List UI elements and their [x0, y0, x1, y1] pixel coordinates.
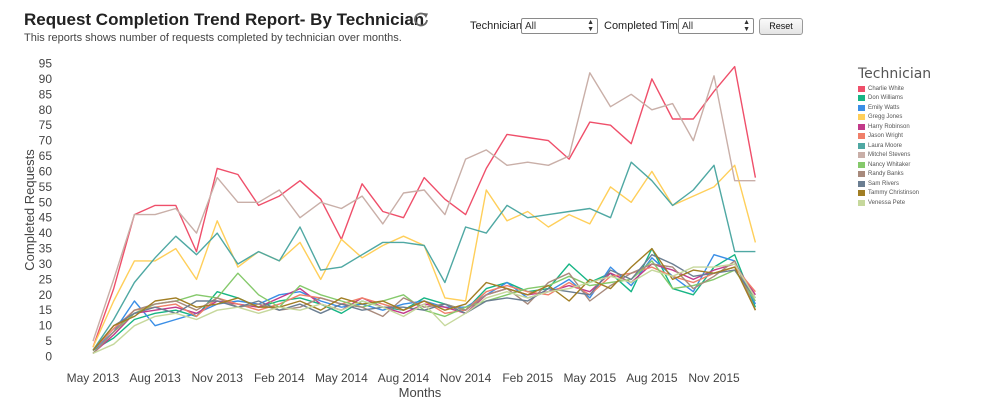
series-line [92, 263, 756, 355]
x-tick-label: May 2013 [67, 371, 120, 385]
legend-swatch [858, 142, 865, 149]
y-tick-label: 40 [39, 226, 53, 240]
technician-select-value: All [525, 21, 537, 32]
y-tick-label: 85 [39, 87, 53, 101]
technician-select[interactable]: All ▲ ▼ [521, 18, 598, 34]
y-tick-label: 25 [39, 272, 53, 286]
refresh-icon[interactable] [413, 11, 429, 27]
legend-item[interactable]: Nancy Whitaker [858, 160, 931, 170]
legend-swatch [858, 104, 865, 111]
y-tick-label: 30 [39, 257, 53, 271]
legend-label: Mitchel Stevens [868, 152, 911, 159]
y-tick-label: 90 [39, 72, 53, 86]
y-tick-label: 60 [39, 164, 53, 178]
legend-item[interactable]: Charlie White [858, 84, 931, 94]
completed-time-select[interactable]: All ▲ ▼ [678, 18, 754, 34]
x-tick-label: Aug 2013 [129, 371, 181, 385]
completed-time-filter-label: Completed Time: [604, 20, 688, 32]
legend-swatch [858, 199, 865, 206]
y-tick-label: 50 [39, 195, 53, 209]
legend-label: Jason Wright [868, 133, 903, 140]
y-tick-label: 75 [39, 118, 53, 132]
y-tick-label: 95 [39, 57, 53, 71]
y-axis-label: Completed Requests [22, 149, 37, 271]
report-subtitle: This reports shows number of requests co… [24, 32, 402, 44]
series-line [92, 161, 756, 351]
y-tick-label: 80 [39, 103, 53, 117]
legend-swatch [858, 171, 865, 178]
y-tick-label: 20 [39, 288, 53, 302]
x-tick-label: May 2015 [563, 371, 616, 385]
legend-label: Charlie White [868, 85, 905, 92]
y-tick-label: 70 [39, 134, 53, 148]
legend-item[interactable]: Harry Robinson [858, 122, 931, 132]
x-tick-label: Nov 2013 [192, 371, 244, 385]
x-tick-label: Aug 2014 [378, 371, 430, 385]
legend-item[interactable]: Venessa Pete [858, 198, 931, 208]
legend-swatch [858, 190, 865, 197]
legend-label: Laura Moore [868, 142, 903, 149]
series-line [92, 253, 756, 351]
legend-item[interactable]: Gregg Jones [858, 113, 931, 123]
legend-item[interactable]: Don Williams [858, 94, 931, 104]
x-axis-label: Months [399, 385, 442, 400]
legend-label: Gregg Jones [868, 114, 903, 121]
legend-item[interactable]: Mitchel Stevens [858, 151, 931, 161]
legend-label: Emily Watts [868, 104, 900, 111]
series-line [92, 247, 757, 351]
legend-label: Don Williams [868, 95, 904, 102]
legend-title: Technician [858, 66, 932, 82]
y-tick-label: 45 [39, 211, 53, 225]
y-tick-label: 0 [45, 350, 52, 364]
legend-swatch [858, 114, 865, 121]
x-tick-label: May 2014 [315, 371, 368, 385]
legend-swatch [858, 180, 865, 187]
series-line [92, 72, 756, 342]
completed-time-select-value: All [682, 21, 694, 32]
legend-item[interactable]: Jason Wright [858, 132, 931, 142]
legend-swatch [858, 123, 865, 130]
legend-label: Harry Robinson [868, 123, 910, 130]
y-tick-label: 10 [39, 319, 53, 333]
x-tick-label: Nov 2015 [688, 371, 740, 385]
legend-label: Venessa Pete [868, 199, 906, 206]
technician-filter-label: Technician: [470, 20, 526, 32]
x-tick-label: Aug 2015 [626, 371, 678, 385]
legend-item[interactable]: Randy Banks [858, 170, 931, 180]
select-arrows-icon: ▲ ▼ [743, 19, 750, 33]
legend-swatch [858, 133, 865, 140]
y-tick-label: 35 [39, 242, 53, 256]
legend-label: Randy Banks [868, 171, 904, 178]
x-tick-label: Feb 2014 [254, 371, 305, 385]
legend: Technician Charlie White Don Williams Emil… [858, 66, 931, 208]
select-arrows-icon: ▲ ▼ [587, 19, 594, 33]
x-tick-label: Feb 2015 [502, 371, 553, 385]
legend-swatch [858, 161, 865, 168]
x-tick-label: Nov 2014 [440, 371, 492, 385]
legend-swatch [858, 152, 865, 159]
legend-swatch [858, 95, 865, 102]
legend-swatch [858, 85, 865, 92]
series-line [92, 247, 757, 351]
series-line [92, 65, 757, 348]
report-title: Request Completion Trend Report- By Tech… [24, 10, 425, 29]
y-tick-label: 55 [39, 180, 53, 194]
reset-button[interactable]: Reset [759, 18, 803, 35]
y-tick-label: 65 [39, 149, 53, 163]
series-line [92, 260, 757, 354]
legend-item[interactable]: Emily Watts [858, 103, 931, 113]
legend-label: Sam Rivers [868, 180, 900, 187]
legend-item[interactable]: Tammy Christinson [858, 189, 931, 199]
legend-label: Nancy Whitaker [868, 161, 911, 168]
legend-item[interactable]: Laura Moore [858, 141, 931, 151]
y-tick-label: 5 [45, 334, 52, 348]
legend-item[interactable]: Sam Rivers [858, 179, 931, 189]
legend-label: Tammy Christinson [868, 190, 920, 197]
y-tick-label: 15 [39, 303, 53, 317]
